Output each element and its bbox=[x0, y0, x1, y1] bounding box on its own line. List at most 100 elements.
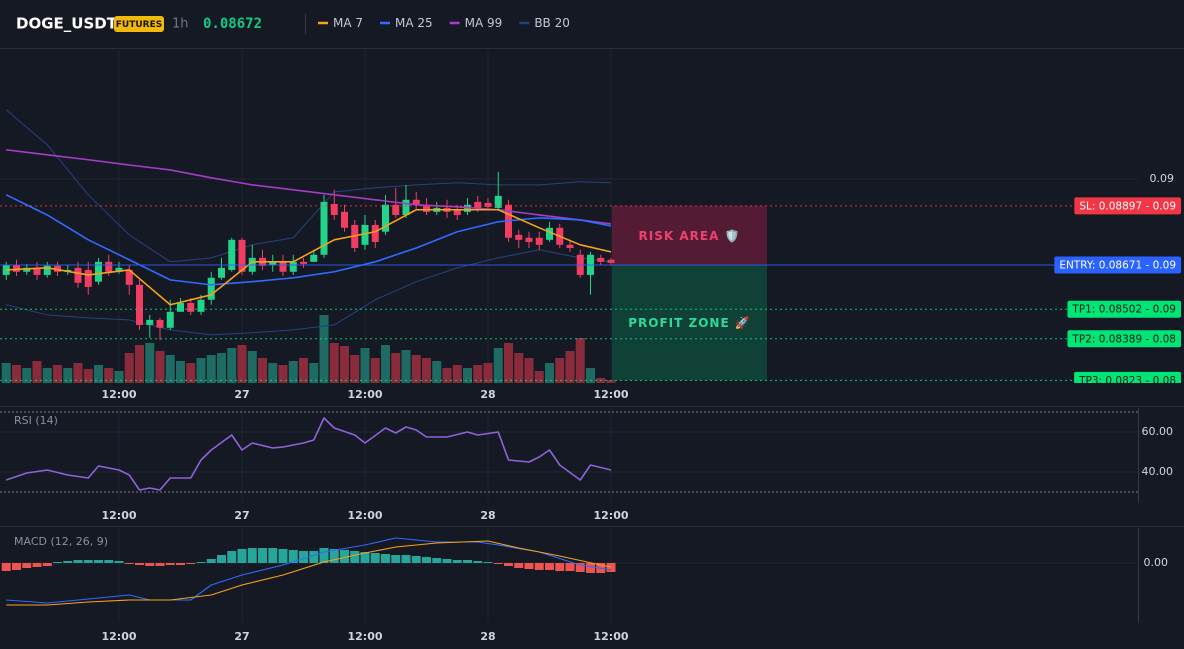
volume-bar bbox=[124, 353, 134, 383]
volume-bar bbox=[360, 348, 370, 383]
candle-body bbox=[412, 199, 420, 205]
volume-bar bbox=[32, 361, 42, 383]
volume-bar bbox=[350, 355, 360, 383]
volume-bar bbox=[422, 358, 431, 383]
volume-bar bbox=[217, 353, 226, 383]
histogram-bar bbox=[586, 563, 595, 573]
histogram-bar bbox=[401, 555, 411, 563]
histogram-bar bbox=[606, 563, 616, 572]
volume-bar bbox=[237, 345, 247, 383]
histogram-bar bbox=[94, 560, 103, 563]
level-label: TP2: 0.08389 - 0.08 bbox=[1071, 333, 1176, 345]
histogram-bar bbox=[32, 563, 42, 567]
signal-line bbox=[6, 540, 612, 606]
histogram-bar bbox=[104, 560, 114, 563]
histogram-bar bbox=[278, 549, 288, 563]
candle-body bbox=[23, 267, 31, 272]
candle-body bbox=[310, 254, 318, 262]
candle-body bbox=[279, 261, 287, 272]
candle-body bbox=[423, 204, 430, 212]
histogram-bar bbox=[53, 562, 62, 563]
symbol: DOGE_USDT bbox=[16, 15, 118, 33]
candle-body bbox=[402, 199, 410, 215]
histogram-bar bbox=[227, 551, 237, 563]
histogram-bar bbox=[493, 563, 503, 564]
volume-bar bbox=[227, 348, 237, 383]
histogram-bar bbox=[247, 548, 257, 563]
candle-body bbox=[43, 265, 51, 275]
histogram-bar bbox=[504, 563, 513, 566]
candle-body bbox=[289, 261, 297, 272]
volume-bar bbox=[411, 355, 421, 383]
volume-bar bbox=[206, 355, 216, 383]
volume-bar bbox=[104, 368, 114, 383]
candle-body bbox=[95, 261, 102, 282]
badge-background bbox=[114, 16, 164, 32]
y-tick-label: 40.00 bbox=[1142, 465, 1174, 478]
macd-title: MACD (12, 26, 9) bbox=[14, 535, 108, 548]
histogram-bar bbox=[340, 550, 349, 563]
candle-body bbox=[566, 244, 574, 248]
volume-bar bbox=[53, 365, 62, 383]
candle-body bbox=[228, 239, 236, 270]
level-label: TP3: 0.0823 - 0.08 bbox=[1078, 375, 1176, 387]
histogram-bar bbox=[370, 553, 380, 563]
level-label: TP1: 0.08502 - 0.09 bbox=[1071, 304, 1176, 316]
histogram-bar bbox=[360, 552, 370, 563]
plot: RISK AREA 🛡️ PROFIT ZONE 🚀 bbox=[1, 109, 767, 383]
histogram-bar bbox=[288, 550, 298, 563]
candle-body bbox=[382, 204, 389, 232]
volume-bar bbox=[1, 363, 11, 383]
volume-bar bbox=[381, 345, 390, 383]
moving-average bbox=[5, 194, 612, 286]
legend-entry: MA 25 bbox=[395, 16, 433, 30]
candle-body bbox=[474, 201, 482, 208]
plot bbox=[1, 537, 616, 606]
candle-body bbox=[187, 302, 195, 312]
volume-bar bbox=[94, 365, 103, 383]
candle-body bbox=[166, 311, 174, 328]
histogram-bar bbox=[575, 563, 585, 572]
candle-body bbox=[597, 257, 605, 262]
volume-bar bbox=[258, 358, 267, 383]
levels: SL: 0.08897 - 0.09 ENTRY: 0.08671 - 0.09 T… bbox=[0, 197, 1181, 387]
volume-bar bbox=[22, 368, 32, 383]
candle-body bbox=[33, 267, 41, 275]
histogram-bar bbox=[422, 557, 431, 563]
volume-bar bbox=[145, 343, 155, 383]
level-tag bbox=[1067, 330, 1181, 348]
x-tick-label: 12:00 bbox=[593, 509, 628, 522]
volume-bar bbox=[309, 363, 319, 383]
histogram-bar bbox=[73, 560, 83, 563]
candle-body bbox=[361, 224, 369, 245]
histogram-bar bbox=[258, 548, 267, 563]
profit_zone-label: PROFIT ZONE 🚀 bbox=[628, 316, 751, 330]
volume-bar bbox=[401, 350, 411, 383]
volume-bar bbox=[606, 380, 616, 383]
volume-bar bbox=[319, 315, 329, 383]
histogram-bar bbox=[442, 559, 452, 563]
volume-bar bbox=[268, 363, 278, 383]
candle-body bbox=[156, 319, 164, 328]
macd-line bbox=[6, 537, 612, 604]
x-tick-label: 28 bbox=[480, 388, 495, 401]
candle-body bbox=[74, 267, 82, 283]
level-tag bbox=[1067, 300, 1181, 318]
histogram-bar bbox=[186, 563, 196, 564]
volume-bar bbox=[514, 353, 524, 383]
x-tick-label: 12:00 bbox=[347, 388, 382, 401]
volume-bar bbox=[575, 338, 585, 383]
legend-entry: MA 7 bbox=[333, 16, 363, 30]
rsi-line bbox=[5, 417, 612, 491]
histogram-bar bbox=[514, 563, 524, 568]
candle-body bbox=[136, 284, 143, 325]
moving-average bbox=[6, 208, 612, 306]
histogram-bar bbox=[555, 563, 565, 571]
volume-bar bbox=[329, 343, 339, 383]
candle-body bbox=[546, 227, 553, 240]
candle-body bbox=[453, 209, 461, 215]
candle-body bbox=[105, 261, 113, 272]
candle-body bbox=[84, 269, 92, 287]
level-tag bbox=[1074, 197, 1181, 215]
